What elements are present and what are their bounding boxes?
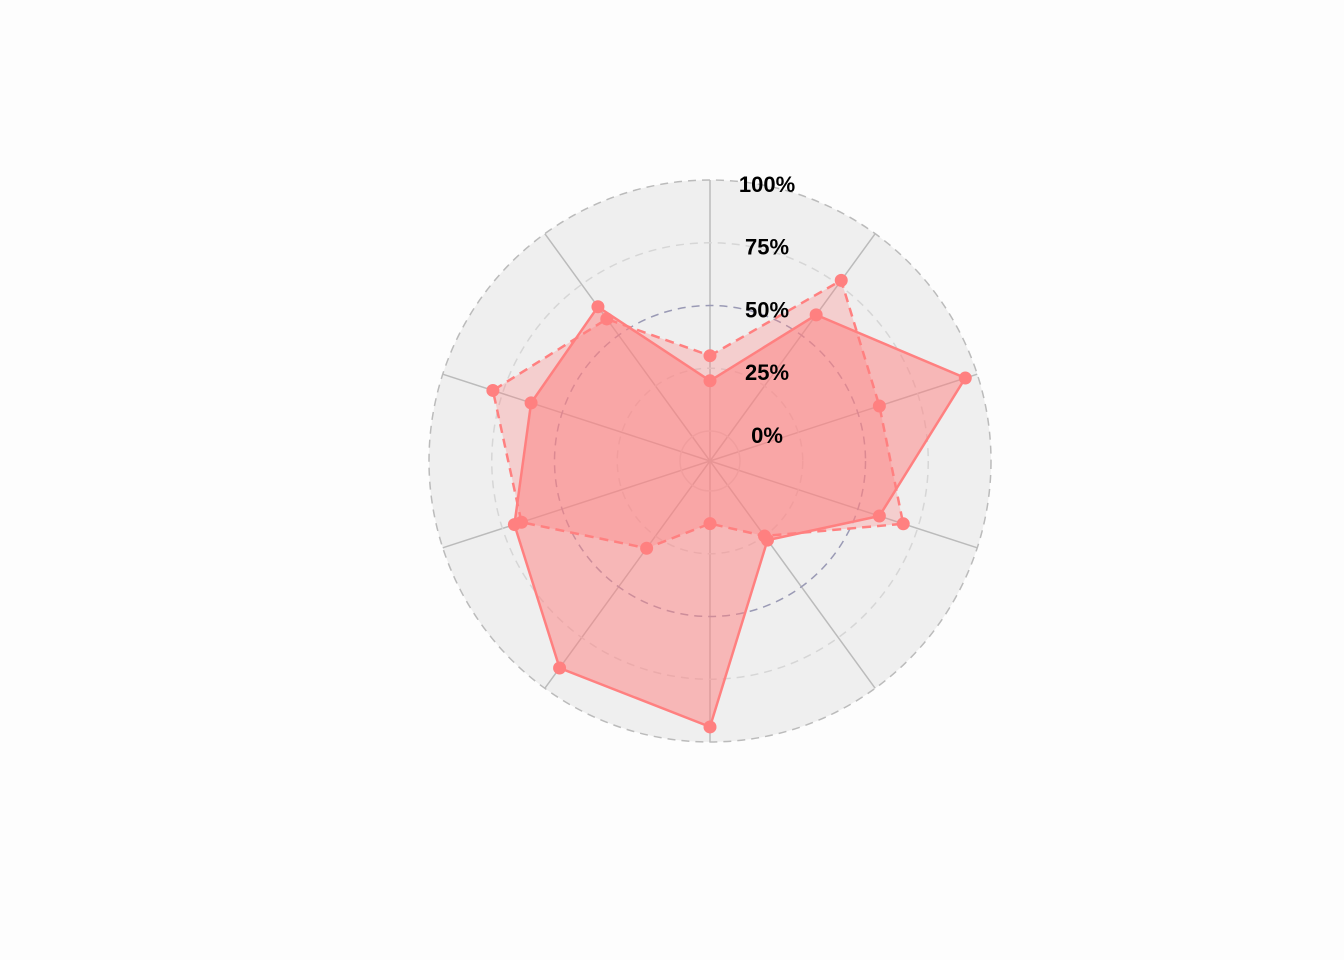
- grid-circle: [428, 179, 992, 743]
- data-point: [834, 273, 848, 287]
- data-point: [758, 529, 772, 543]
- data-point: [553, 661, 567, 675]
- tick-label: 75%: [745, 235, 789, 260]
- data-point: [640, 541, 654, 555]
- tick-label: 25%: [745, 360, 789, 385]
- data-point: [600, 312, 614, 326]
- tick-label: 0%: [751, 423, 783, 448]
- data-point: [703, 517, 717, 531]
- data-point: [703, 720, 717, 734]
- tick-label: 100%: [739, 172, 795, 197]
- data-point: [958, 371, 972, 385]
- data-point: [872, 509, 886, 523]
- series-area: [491, 278, 905, 550]
- data-point: [703, 349, 717, 363]
- data-point: [515, 515, 529, 529]
- tick-label: 50%: [745, 297, 789, 322]
- data-point: [591, 300, 605, 314]
- data-point: [872, 399, 886, 413]
- data-point: [703, 374, 717, 388]
- data-point: [524, 396, 538, 410]
- data-point: [896, 517, 910, 531]
- data-point: [809, 308, 823, 322]
- data-point: [486, 383, 500, 397]
